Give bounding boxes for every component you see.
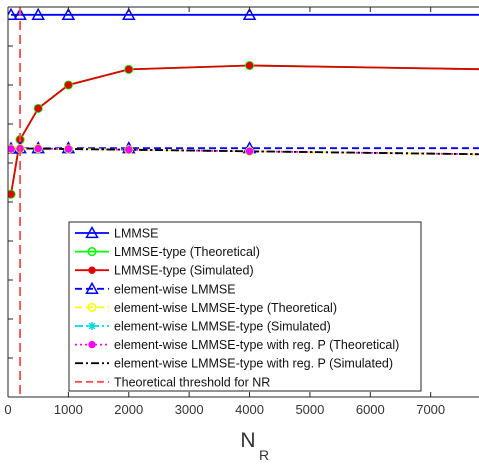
- x-tick-label: 7000: [416, 402, 445, 417]
- legend-marker-2: [87, 247, 97, 257]
- legend-entry-label: element-wise LMMSE-type (Theoretical): [114, 301, 337, 315]
- series-1-point: [121, 7, 136, 20]
- legend-entry-label: element-wise LMMSE-type with reg. P (Sim…: [114, 357, 393, 371]
- plot-area: [8, 7, 479, 199]
- series-7-point: [64, 145, 73, 153]
- series-line-2: [10, 64, 479, 195]
- x-axis-label: N: [240, 429, 255, 452]
- legend-entry-label: LMMSE: [114, 227, 158, 241]
- series-2-point: [124, 64, 134, 74]
- series-2-point: [63, 80, 73, 90]
- legend-entry-label: element-wise LMMSE-type (Simulated): [114, 320, 331, 334]
- series-2-point: [8, 189, 16, 199]
- legend-marker-3: [88, 266, 96, 274]
- x-tick-label: 4000: [235, 402, 264, 417]
- x-tick-label: 1000: [54, 402, 83, 417]
- legend-entry-label: element-wise LMMSE-type with reg. P (The…: [114, 338, 399, 352]
- x-tick-label: 2000: [114, 402, 143, 417]
- series-3-point: [125, 65, 133, 74]
- x-tick-label: 0: [4, 402, 11, 417]
- x-tick-label: 6000: [356, 402, 385, 417]
- legend-marker-6: [88, 322, 96, 330]
- legend-marker-7: [88, 340, 96, 349]
- legend-entry-label: LMMSE-type (Simulated): [114, 264, 254, 278]
- legend-entry-label: Theoretical threshold for NR: [114, 375, 270, 389]
- legend-entry-label: element-wise LMMSE: [114, 282, 236, 296]
- series-3-point: [64, 81, 73, 89]
- legend-marker-5: [87, 302, 97, 312]
- legend-entry-label: LMMSE-type (Theoretical): [114, 245, 260, 259]
- legend-marker-4: [85, 281, 99, 294]
- series-line-3: [10, 64, 479, 195]
- legend: LMMSE LMMSE-type (Theoretical) LMMSE-type …: [68, 221, 422, 392]
- series-3-point: [245, 61, 254, 70]
- series-1-point: [13, 7, 27, 20]
- series-3-point: [8, 190, 15, 198]
- series-2-point: [33, 103, 43, 113]
- x-axis-label-subscript: R: [259, 447, 269, 463]
- x-tick-label: 5000: [295, 402, 324, 417]
- series-1-point: [61, 7, 76, 20]
- series-1-point: [31, 7, 45, 20]
- legend-box: [68, 221, 422, 392]
- series-7-point: [34, 144, 42, 153]
- series-2-point: [244, 60, 255, 71]
- series-7-point: [245, 147, 254, 156]
- x-tick-label: 3000: [175, 402, 204, 417]
- series-3-point: [34, 104, 42, 113]
- series-7-point: [8, 145, 15, 153]
- series-7-point: [125, 146, 133, 154]
- series-1-point: [242, 7, 257, 20]
- legend-marker-1: [85, 225, 99, 239]
